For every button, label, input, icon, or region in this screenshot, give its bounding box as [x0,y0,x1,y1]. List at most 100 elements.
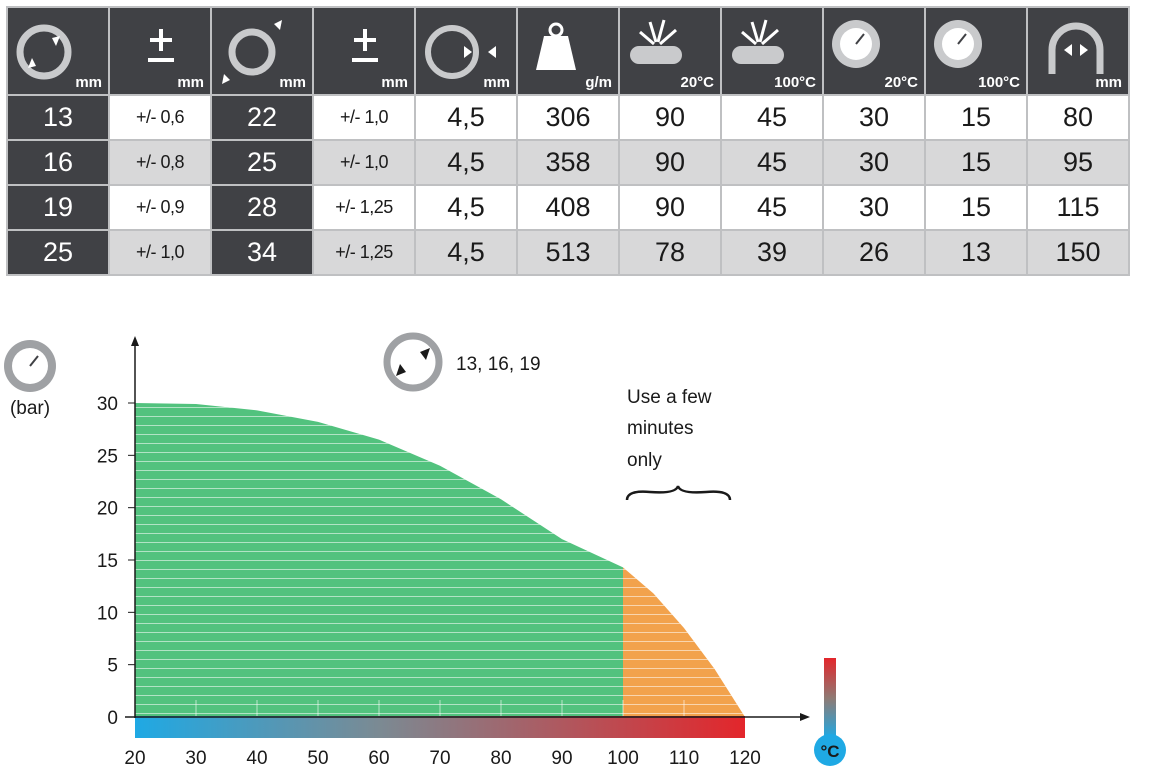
wall-thickness-icon [425,25,496,79]
table-cell: 13 [924,229,1028,276]
bend-radius-icon [1048,22,1104,74]
table-cell: 15 [924,184,1028,231]
x-ticks: 20 30 40 50 60 70 80 90 100 110 120 [124,748,760,769]
table-cell: +/- 0,9 [108,184,212,231]
inner-diameter-icon [383,332,443,392]
outer-diameter-icon [222,20,282,84]
header-unit: 20°C [680,74,714,91]
x-tick-label: 50 [307,748,328,769]
pressure-temperature-chart: 0 5 10 15 20 25 30 20 30 40 50 60 70 80 90 100 110 120 (… [4,332,846,769]
burst-pressure-icon [732,19,784,64]
x-tick-label: 30 [185,748,206,769]
x-tick-label: 70 [429,748,450,769]
table-cell: +/- 1,0 [108,229,212,276]
table-cell: 39 [720,229,824,276]
x-tick-label: 90 [551,748,572,769]
table-cell: 80 [1026,94,1130,141]
header-unit: mm [75,74,102,91]
header-unit: 100°C [978,74,1020,91]
header-unit: 20°C [884,74,918,91]
table-cell: 34 [210,229,314,276]
x-axis-arrow [800,713,810,721]
table-cell: 30 [822,139,926,186]
plus-minus-icon [352,29,378,62]
x-tick-label: 120 [729,748,761,769]
header-wall-thickness: mm [414,6,518,96]
x-tick-label: 20 [124,748,145,769]
table-cell: +/- 1,0 [312,139,416,186]
table-cell: 78 [618,229,722,276]
header-working-pressure-100: 100°C [924,6,1028,96]
y-tick-label: 5 [107,656,118,677]
header-unit: mm [279,74,306,91]
table-cell: 408 [516,184,620,231]
plot-area [135,403,745,717]
table-cell: 28 [210,184,314,231]
table-cell: 90 [618,139,722,186]
annotation-line-2: minutes [627,418,694,439]
inner-diameter-icon [16,24,72,80]
table-cell: 90 [618,184,722,231]
table-cell: +/- 1,25 [312,184,416,231]
annotation-line-1: Use a few [627,387,712,408]
header-weight: g/m [516,6,620,96]
table-cell: 4,5 [414,229,518,276]
pressure-gauge-icon [832,20,880,68]
burst-pressure-icon [630,19,682,64]
table-row: 25 +/- 1,0 34 +/- 1,25 4,5 513 78 39 26 13 150 [6,229,1130,276]
header-working-pressure-20: 20°C [822,6,926,96]
header-tolerance-2: mm [312,6,416,96]
table-cell: 95 [1026,139,1130,186]
header-bend-radius: mm [1026,6,1130,96]
table-cell: 30 [822,94,926,141]
y-tick-label: 0 [107,708,118,729]
table-cell: +/- 1,0 [312,94,416,141]
table-cell: 4,5 [414,94,518,141]
table-cell: 13 [6,94,110,141]
table-cell: 19 [6,184,110,231]
thermometer-icon [814,658,846,766]
table-cell: 15 [924,139,1028,186]
x-axis-label: °C [820,742,839,761]
y-axis-label: (bar) [10,398,50,419]
annotation-brace [625,485,732,501]
table-cell: 15 [924,94,1028,141]
table-row: 13 +/- 0,6 22 +/- 1,0 4,5 306 90 45 30 15 80 [6,94,1130,141]
table-cell: +/- 0,8 [108,139,212,186]
table-row: 16 +/- 0,8 25 +/- 1,0 4,5 358 90 45 30 15 95 [6,139,1130,186]
table-cell: 45 [720,184,824,231]
y-tick-label: 15 [97,551,118,572]
table-cell: 25 [210,139,314,186]
header-tolerance-1: mm [108,6,212,96]
header-burst-20: 20°C [618,6,722,96]
header-burst-100: 100°C [720,6,824,96]
x-tick-label: 110 [669,748,699,769]
header-unit: mm [381,74,408,91]
table-cell: +/- 1,25 [312,229,416,276]
table-row: 19 +/- 0,9 28 +/- 1,25 4,5 408 90 45 30 15 115 [6,184,1130,231]
table-cell: 30 [822,184,926,231]
header-unit: mm [483,74,510,91]
weight-icon [536,22,576,70]
table-cell: 45 [720,94,824,141]
plus-minus-icon [148,29,174,62]
table-cell: 358 [516,139,620,186]
legend-label: 13, 16, 19 [456,354,541,375]
table-cell: 45 [720,139,824,186]
table-cell: 4,5 [414,139,518,186]
header-unit: 100°C [774,74,816,91]
table-cell: 16 [6,139,110,186]
table-cell: 90 [618,94,722,141]
table-cell: 306 [516,94,620,141]
header-inner-diameter: mm [6,6,110,96]
x-tick-label: 60 [368,748,389,769]
y-tick-label: 30 [97,394,118,415]
table-cell: 150 [1026,229,1130,276]
pressure-gauge-icon [4,340,56,392]
annotation-line-3: only [627,450,662,471]
table-cell: 22 [210,94,314,141]
temperature-gradient-bar [135,716,745,738]
y-tick-label: 10 [97,603,118,624]
y-tick-label: 20 [97,499,118,520]
table-cell: 115 [1026,184,1130,231]
